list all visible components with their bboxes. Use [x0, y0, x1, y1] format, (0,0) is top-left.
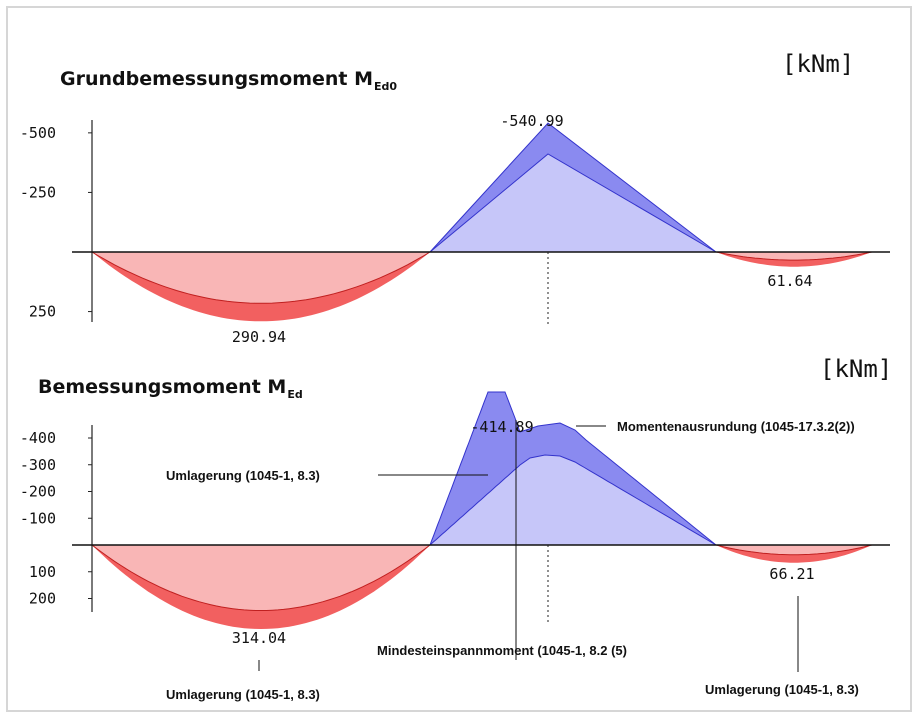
chart1-label-support: -540.99 [500, 112, 563, 130]
chart2-span2-inner-line [715, 544, 873, 556]
chart2-ytick-label: 200 [29, 590, 56, 608]
chart1-span1-inner-line [91, 251, 431, 304]
chart2-span1-inner [92, 545, 430, 611]
chart2-ytick-label: -100 [20, 509, 56, 527]
chart2-span1-inner-line [91, 544, 431, 611]
chart2-label-span1: 314.04 [232, 629, 286, 647]
chart1-label-span2: 61.64 [767, 272, 812, 290]
chart2-ytick-label: -400 [20, 429, 56, 447]
chart2-label-support: -414.89 [470, 418, 533, 436]
chart2-title-sub: Ed [287, 388, 303, 401]
ann-ausrundung: Momentenausrundung (1045-17.3.2(2)) [617, 419, 855, 434]
chart1-ytick-label: -250 [20, 183, 56, 201]
chart1-span1-inner [92, 252, 430, 304]
chart1-support-outer-line [429, 122, 717, 253]
ann-umlagerung-support: Umlagerung (1045-1, 8.3) [166, 468, 320, 483]
chart1-label-span1: 290.94 [232, 328, 286, 346]
chart2-title: Bemessungsmoment MEd [38, 376, 303, 401]
chart1-support-inner-line [429, 153, 717, 253]
chart1-support-inner [430, 154, 716, 252]
ann-mindest: Mindesteinspannmoment (1045-1, 8.2 (5) [377, 643, 627, 658]
chart2-support-inner [430, 455, 716, 545]
chart1-title-text: Grundbemessungsmoment M [60, 68, 374, 90]
chart1-ytick-label: 250 [29, 303, 56, 321]
ann-umlagerung-span1: Umlagerung (1045-1, 8.3) [166, 687, 320, 702]
chart1-ytick-label: -500 [20, 124, 56, 142]
ann-umlagerung-span2: Umlagerung (1045-1, 8.3) [705, 682, 859, 697]
chart1-unit: [kNm] [782, 50, 855, 78]
chart2-support-inner-line [429, 454, 717, 546]
chart2-ytick-label: -300 [20, 456, 56, 474]
chart1-title: Grundbemessungsmoment MEd0 [60, 68, 397, 93]
chart1-span2-inner-line [715, 251, 873, 261]
chart2-ytick-label: -200 [20, 483, 56, 501]
chart1-title-sub: Ed0 [374, 80, 398, 93]
chart2-support-outer-line [429, 391, 717, 546]
chart2-unit: [kNm] [820, 355, 893, 383]
chart2-label-span2: 66.21 [769, 565, 814, 583]
chart2-title-text: Bemessungsmoment M [38, 376, 287, 398]
chart2-ytick-label: 100 [29, 563, 56, 581]
